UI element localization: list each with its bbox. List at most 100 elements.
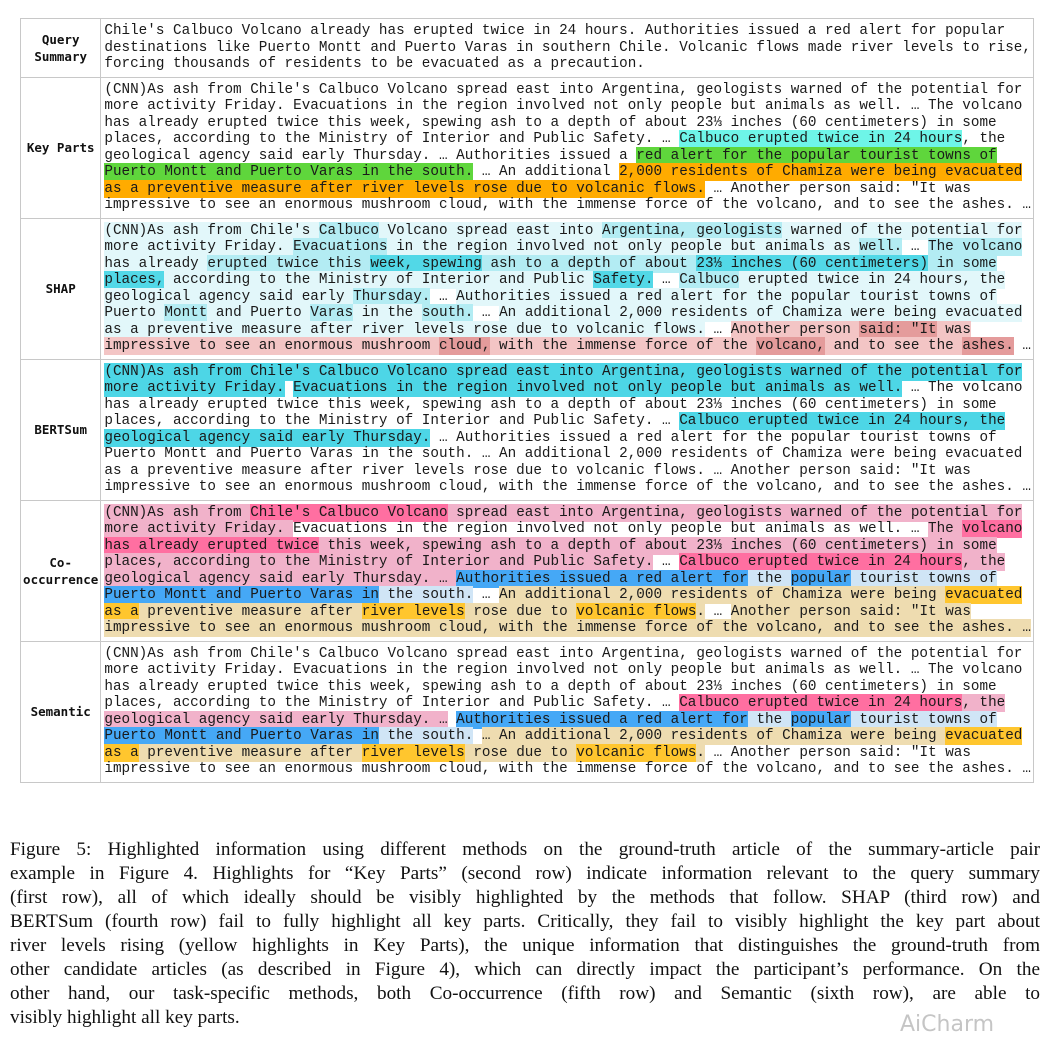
text-span: … bbox=[473, 305, 500, 321]
row-text: (CNN)As ash from Chile's Calbuco Volcano… bbox=[100, 499, 1034, 642]
text-line: (CNN)As ash from Chile's Calbuco Volcano… bbox=[104, 646, 1031, 663]
highlighted-span: week, spewing bbox=[370, 254, 482, 273]
text-line: places, according to the Ministry of Int… bbox=[104, 412, 1031, 430]
highlighted-span: was bbox=[936, 320, 971, 339]
text-line: destinations like Puerto Montt and Puert… bbox=[104, 40, 1031, 57]
text-line: impressive to see an enormous mushroom c… bbox=[104, 197, 1031, 214]
row-text: Chile's Calbuco Volcano already has erup… bbox=[100, 18, 1034, 78]
text-span: … bbox=[653, 272, 680, 288]
text-span: as a preventive measure after river leve… bbox=[104, 462, 971, 479]
highlighted-span: as a bbox=[104, 602, 139, 621]
highlighted-span: volcanic flows bbox=[576, 743, 697, 762]
text-line: impressive to see an enormous mushroom c… bbox=[104, 479, 1031, 496]
text-line: places, according to the Ministry of Int… bbox=[104, 130, 1031, 148]
highlighted-span: Chile's Calbuco Volcano bbox=[250, 503, 448, 522]
text-line: as a preventive measure after river leve… bbox=[104, 179, 1031, 198]
highlighted-span: . bbox=[696, 743, 705, 762]
highlighted-span: volcano, bbox=[756, 337, 826, 355]
highlighted-span: . bbox=[696, 602, 705, 621]
highlighted-span: preventive measure after bbox=[138, 602, 362, 621]
row-label: BERTSum bbox=[19, 358, 102, 501]
highlighted-span: south. bbox=[421, 304, 474, 322]
highlighted-span: well. bbox=[859, 238, 903, 256]
highlighted-span: An additional 2,000 residents of Chamiza… bbox=[499, 586, 946, 604]
highlighted-span: Another person said: "It was bbox=[730, 602, 971, 621]
text-span: more activity Friday. Evacuations in the… bbox=[104, 98, 1023, 114]
text-span: … bbox=[1013, 338, 1031, 354]
caption-line: example in Figure 4. Highlights for “Key… bbox=[10, 863, 1040, 884]
text-line: has already erupted twice this week, spe… bbox=[104, 536, 1031, 555]
highlighted-span: impressive to see an enormous mushroom c… bbox=[104, 619, 1031, 637]
text-line: geological agency said early Thursday. …… bbox=[104, 710, 1031, 729]
text-line: Puerto Montt and Puerto Varas in the sou… bbox=[104, 163, 1031, 181]
row-text: (CNN)As ash from Chile's Calbuco Volcano… bbox=[100, 358, 1034, 501]
highlighted-span: as a bbox=[104, 743, 139, 762]
highlighted-span: Calbuco bbox=[679, 271, 740, 289]
highlighted-span: has already erupted twice bbox=[104, 536, 319, 555]
highlighted-span: Calbuco bbox=[318, 221, 379, 240]
row-query-summary: Query Summary Chile's Calbuco Volcano alr… bbox=[19, 18, 1034, 78]
text-line: Chile's Calbuco Volcano already has erup… bbox=[104, 23, 1031, 40]
caption-line: other hand, our task-specific methods, b… bbox=[10, 983, 1040, 1004]
text-span: (CNN)As ash from Chile's Calbuco Volcano… bbox=[104, 81, 1023, 98]
text-span: impressive to see an enormous mushroom c… bbox=[104, 761, 1031, 777]
text-span: … bbox=[705, 603, 731, 620]
text-span: … Authorities issued a red alert for the… bbox=[430, 429, 997, 446]
text-span: … An additional bbox=[473, 164, 620, 180]
caption-line: river levels rising (yellow highlights i… bbox=[10, 935, 1040, 956]
figure-caption: Figure 5: Highlighted information using … bbox=[10, 838, 1040, 1030]
text-line: has already erupted twice this week, spe… bbox=[104, 679, 1031, 696]
highlighted-span: the bbox=[747, 710, 791, 729]
highlighted-span: Evacuations bbox=[293, 238, 388, 256]
text-span: Evacuations in the region involved not o… bbox=[293, 521, 928, 537]
highlighted-span: Puerto bbox=[104, 304, 165, 322]
highlighted-span: , the bbox=[962, 694, 1006, 712]
text-span: geological agency said early Thursday. …… bbox=[104, 147, 637, 164]
highlighted-span: geological agency said early Thursday. bbox=[104, 428, 431, 447]
text-span: has already erupted twice this week, spe… bbox=[104, 678, 997, 695]
highlighted-span: and to see the bbox=[825, 337, 963, 355]
text-span: impressive to see an enormous mushroom c… bbox=[104, 479, 1031, 495]
row-label: Query Summary bbox=[19, 18, 102, 78]
highlighted-span: (CNN)As ash from Chile's bbox=[104, 221, 319, 240]
text-span: places, according to the Ministry of Int… bbox=[104, 131, 680, 147]
highlighted-span: The bbox=[928, 520, 963, 538]
text-line: has already erupted twice this week, spe… bbox=[104, 254, 1031, 273]
text-span: … Another person said: "It was bbox=[704, 180, 971, 197]
text-line: places, according to the Ministry of Int… bbox=[104, 694, 1031, 712]
text-span: Chile's Calbuco Volcano already has erup… bbox=[104, 23, 1006, 39]
text-line: more activity Friday. Evacuations in the… bbox=[104, 379, 1031, 397]
text-span: places, according to the Ministry of Int… bbox=[104, 695, 680, 711]
text-line: places, according to the Ministry of Int… bbox=[104, 271, 1031, 289]
highlighted-span: Calbuco erupted twice in 24 hours bbox=[679, 553, 963, 571]
highlighted-span: Volcano spread east into bbox=[378, 221, 602, 240]
text-line: as a preventive measure after river leve… bbox=[104, 320, 1031, 339]
text-line: more activity Friday. Evacuations in the… bbox=[104, 98, 1031, 115]
highlighted-span: , the bbox=[962, 553, 1006, 571]
highlighted-span: as a preventive measure after river leve… bbox=[104, 179, 705, 198]
text-line: Puerto Montt and Puerto Varas in the sou… bbox=[104, 727, 1031, 745]
highlighted-span: Puerto Montt and Puerto Varas in the sou… bbox=[104, 163, 474, 181]
text-line: more activity Friday. Evacuations in the… bbox=[104, 520, 1031, 538]
text-span: has already erupted twice this week, spe… bbox=[104, 396, 997, 413]
highlighted-span: popular bbox=[790, 710, 851, 729]
row-shap: SHAP (CNN)As ash from Chile's Calbuco Vol… bbox=[19, 217, 1034, 360]
highlighted-span: impressive to see an enormous mushroom bbox=[104, 337, 439, 355]
text-span: more activity Friday. Evacuations in the… bbox=[104, 662, 1023, 678]
highlighted-span: more activity Friday. bbox=[104, 379, 285, 397]
text-span: (CNN)As ash from Chile's Calbuco Volcano… bbox=[104, 645, 1023, 662]
highlighted-span: places, according to the Ministry of Int… bbox=[104, 553, 654, 571]
highlighted-span: … An additional 2,000 residents of Chami… bbox=[481, 727, 946, 745]
text-line: as a preventive measure after river leve… bbox=[104, 463, 1031, 480]
text-span bbox=[448, 711, 457, 729]
highlighted-span: Puerto Montt and Puerto Varas in bbox=[104, 586, 379, 604]
highlighted-span: ash to a depth of about bbox=[481, 254, 697, 273]
caption-line: other candidate articles (as described i… bbox=[10, 959, 1040, 980]
highlighted-span: 23⅓ inches (60 centimeters) bbox=[696, 254, 929, 273]
watermark: AiCharm bbox=[900, 1012, 995, 1037]
highlighted-span: river levels bbox=[361, 743, 465, 762]
highlighted-span: red alert for the popular tourist towns … bbox=[636, 146, 997, 165]
highlighted-span: this week, spewing ash to a depth of abo… bbox=[318, 536, 997, 555]
text-line: as a preventive measure after river leve… bbox=[104, 602, 1031, 621]
text-span: has already erupted twice this week, spe… bbox=[104, 114, 997, 131]
